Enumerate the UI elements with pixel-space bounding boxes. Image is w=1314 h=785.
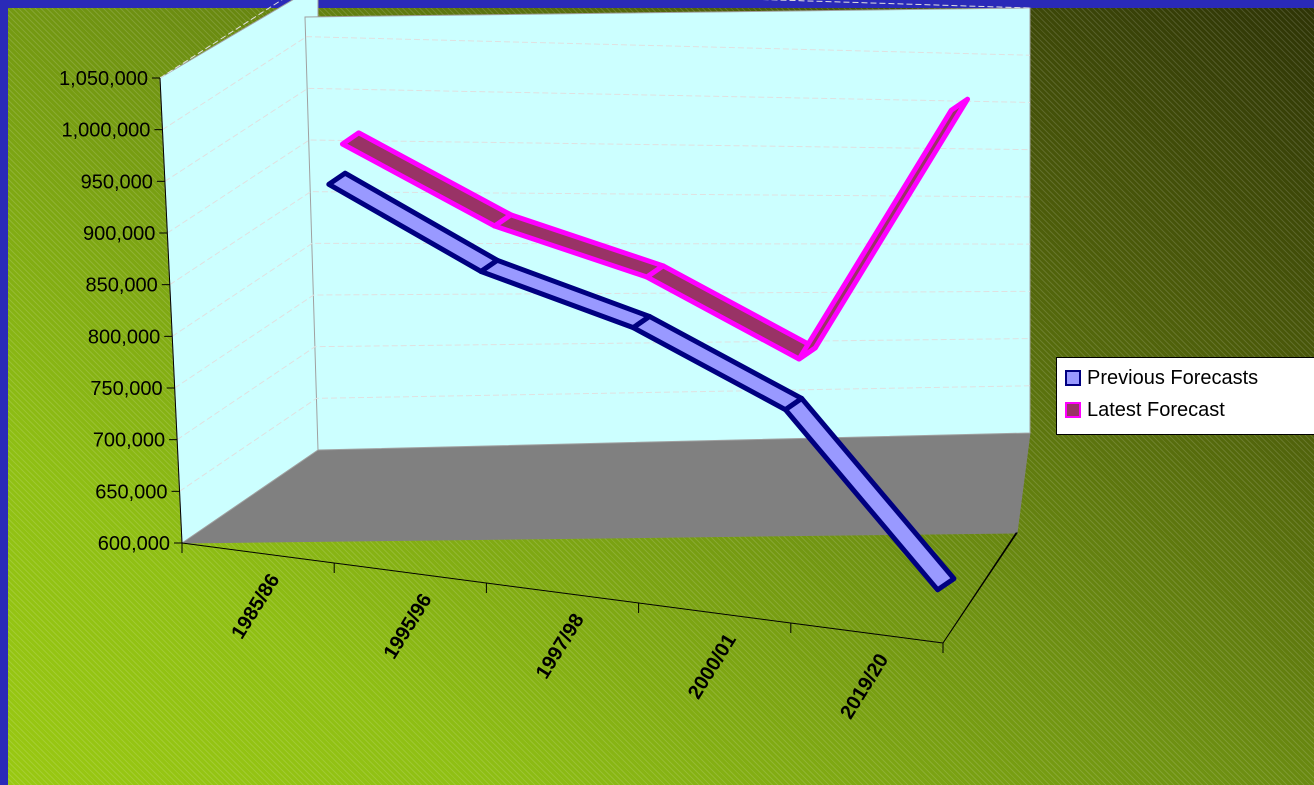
y-tick-label: 950,000 [81, 171, 153, 193]
x-tick-label: 1985/86 [227, 570, 284, 643]
data-point [805, 351, 810, 356]
gridlines [159, 0, 1031, 492]
y-tick-label: 800,000 [88, 326, 160, 348]
legend: Previous Forecasts Latest Forecast [1056, 357, 1314, 435]
x-tick-label: 2019/20 [836, 650, 893, 723]
x-axis-right-edge [942, 532, 1018, 644]
legend-item-latest-forecast: Latest Forecast [1057, 394, 1314, 426]
line-segment [796, 96, 971, 362]
x-axis-line [181, 542, 944, 644]
data-point [943, 582, 948, 587]
chart-walls [159, 0, 1031, 544]
legend-item-previous-forecasts: Previous Forecasts [1057, 362, 1314, 394]
y-tick-label: 750,000 [90, 378, 162, 400]
data-point [348, 136, 353, 141]
chart-side-wall [159, 0, 319, 544]
gridline [164, 87, 1031, 182]
x-axis: 1985/86 1995/96 1997/98 2000/01 2019/20 [181, 532, 1018, 723]
data-point [639, 320, 644, 325]
gridline [167, 139, 1031, 234]
plot-series [326, 96, 971, 593]
gridline [174, 290, 1031, 389]
y-axis: 600,000 650,000 700,000 750,000 800,000 850,0… [59, 68, 183, 555]
gridline [169, 191, 1031, 286]
y-tick-label: 600,000 [98, 533, 170, 555]
gridline [162, 36, 1031, 131]
data-point [334, 176, 339, 181]
data-point [652, 269, 657, 274]
gridline [159, 0, 1031, 79]
x-tick-label: 1997/98 [532, 610, 589, 683]
line-segment [782, 395, 957, 593]
gridline [179, 385, 1031, 492]
y-tick-label: 1,050,000 [59, 68, 148, 90]
x-tick-label: 1995/96 [380, 590, 437, 663]
gridline [171, 242, 1031, 337]
series-previous-forecasts [326, 170, 957, 593]
legend-label-latest: Latest Forecast [1087, 398, 1225, 421]
data-point [791, 402, 796, 407]
legend-label-previous: Previous Forecasts [1087, 366, 1259, 389]
legend-swatch-latest [1065, 402, 1081, 418]
data-point [487, 263, 492, 268]
x-tick-label: 2000/01 [684, 630, 741, 703]
y-axis-line [159, 77, 183, 544]
y-tick-label: 850,000 [85, 275, 157, 297]
y-tick-label: 1,000,000 [61, 120, 150, 142]
data-point [500, 218, 505, 223]
data-point [957, 102, 962, 107]
chart-back-wall [304, 7, 1031, 451]
legend-swatch-previous [1065, 370, 1081, 386]
y-tick-label: 650,000 [95, 481, 167, 503]
y-tick-label: 900,000 [83, 223, 155, 245]
series-latest-forecast [339, 96, 971, 362]
y-tick-label: 700,000 [93, 430, 165, 452]
